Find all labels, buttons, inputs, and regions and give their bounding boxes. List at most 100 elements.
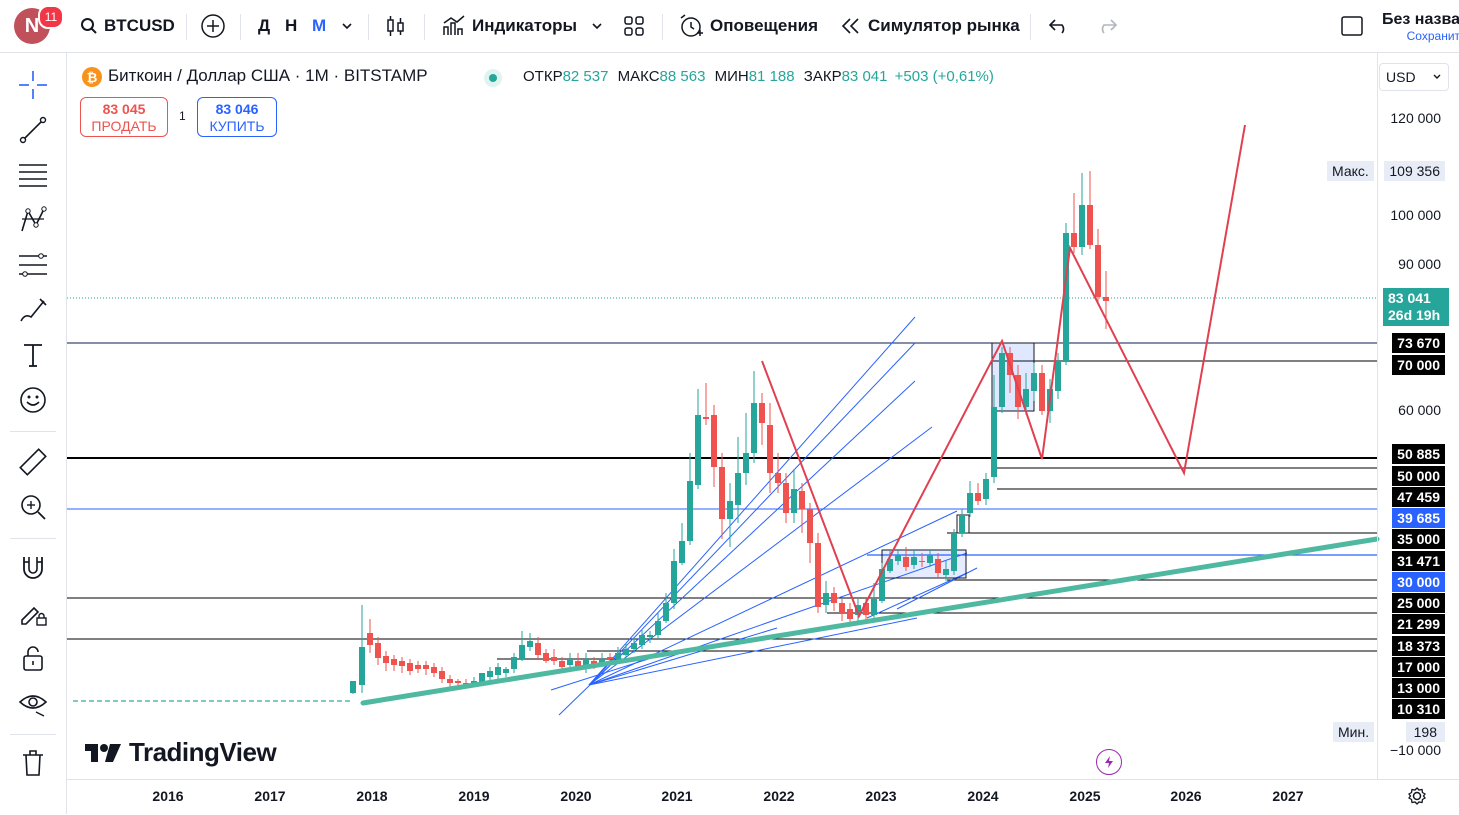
- layout-toggle[interactable]: [1340, 0, 1364, 52]
- brush-tool[interactable]: [16, 293, 50, 327]
- candle-body: [823, 593, 829, 605]
- replay-label: Симулятор рынка: [868, 16, 1020, 35]
- candle-body: [1055, 361, 1061, 391]
- candle-body: [1031, 373, 1037, 391]
- text-tool[interactable]: [16, 338, 50, 372]
- zoom-tool[interactable]: [16, 490, 50, 524]
- interval-dropdown[interactable]: [340, 0, 354, 52]
- lock-icon: [23, 646, 43, 671]
- level-badge: 13 000: [1392, 678, 1445, 698]
- notification-badge: 11: [38, 5, 64, 29]
- magnet-tool[interactable]: [16, 551, 50, 585]
- spread-value: 1: [179, 109, 186, 123]
- candle-body: [791, 489, 797, 513]
- candle-body: [839, 603, 845, 613]
- min-label: Мин.: [1333, 722, 1375, 742]
- redo-icon: [1101, 19, 1118, 34]
- redo-button[interactable]: [1096, 0, 1118, 52]
- min-value: 198: [1405, 722, 1445, 742]
- projection-tool[interactable]: [16, 248, 50, 282]
- time-tick: 2024: [967, 788, 999, 804]
- visibility-tool[interactable]: [16, 686, 50, 720]
- candle-body: [919, 561, 925, 562]
- interval-week[interactable]: Н: [285, 0, 297, 52]
- candle-body: [479, 673, 485, 683]
- sell-button[interactable]: 83 045 ПРОДАТЬ: [80, 97, 168, 137]
- candle-body: [751, 403, 757, 453]
- fan-line: [588, 426, 933, 686]
- ohlc-readout: ОТКР82 537 МАКС88 563 МИН81 188 ЗАКР83 0…: [523, 68, 994, 85]
- candle-body: [671, 561, 677, 603]
- level-badge: 50 000: [1392, 466, 1445, 486]
- undo-button[interactable]: [1048, 0, 1070, 52]
- crosshair-tool[interactable]: [16, 68, 50, 102]
- top-toolbar: N 11 BTCUSD Д Н М Индикаторы Оповещения …: [0, 0, 1459, 53]
- open-value: 82 537: [562, 68, 609, 85]
- candle-body: [607, 657, 613, 659]
- lock-tool[interactable]: [16, 641, 50, 675]
- candle-body: [679, 541, 685, 563]
- candle-body: [983, 479, 989, 499]
- candle-body: [775, 473, 781, 483]
- trendline-tool[interactable]: [16, 113, 50, 147]
- candle-body: [903, 557, 909, 567]
- alerts-button[interactable]: Оповещения: [678, 0, 818, 52]
- candle-body: [399, 661, 405, 666]
- candle-body: [375, 643, 381, 658]
- fan-line: [588, 316, 916, 686]
- candle-body: [350, 681, 356, 693]
- text-icon: [24, 344, 42, 367]
- candle-body: [695, 415, 701, 485]
- time-axis[interactable]: [67, 779, 1459, 815]
- emoji-tool[interactable]: [16, 383, 50, 417]
- candle-body: [575, 661, 581, 667]
- quick-action-button[interactable]: [1096, 749, 1122, 775]
- candle-body: [655, 621, 661, 635]
- compare-button[interactable]: [200, 0, 226, 52]
- candle-body: [455, 681, 461, 683]
- price-tick: 60 000: [1398, 402, 1441, 418]
- time-tick: 2018: [356, 788, 388, 804]
- candle-body: [863, 603, 869, 615]
- ruler-tool[interactable]: [16, 445, 50, 479]
- price-tick: −10 000: [1390, 742, 1441, 758]
- legend-title[interactable]: Биткоин / Доллар США · 1М · BITSTAMP: [108, 66, 428, 85]
- currency-selector[interactable]: USD: [1379, 63, 1449, 91]
- replay-button[interactable]: Симулятор рынка: [840, 0, 1020, 52]
- fan-line: [588, 552, 968, 686]
- chart-type-button[interactable]: [384, 0, 408, 52]
- market-status-dot[interactable]: [484, 69, 502, 87]
- candle-body: [887, 559, 893, 571]
- alerts-label: Оповещения: [710, 16, 818, 35]
- fib-tool[interactable]: [16, 158, 50, 192]
- candle-body: [1095, 245, 1101, 297]
- buy-button[interactable]: 83 046 КУПИТЬ: [197, 97, 277, 137]
- candle-body: [447, 679, 453, 683]
- price-chart[interactable]: [67, 53, 1459, 814]
- interval-day[interactable]: Д: [258, 0, 270, 52]
- time-tick: 2025: [1069, 788, 1101, 804]
- candle-body: [895, 555, 901, 561]
- search-icon: [81, 18, 97, 34]
- time-tick: 2020: [560, 788, 592, 804]
- indicators-dropdown[interactable]: [590, 0, 604, 52]
- price-axis[interactable]: [1377, 53, 1459, 779]
- tradingview-watermark[interactable]: TradingView: [83, 737, 277, 768]
- candle-body: [1071, 233, 1077, 247]
- level-badge: 47 459: [1392, 487, 1445, 507]
- candle-body: [615, 653, 621, 659]
- interval-month[interactable]: М: [312, 0, 326, 52]
- chart-settings-button[interactable]: [1407, 786, 1427, 811]
- max-label: Макс.: [1327, 161, 1374, 181]
- lock-drawing-tool[interactable]: [16, 596, 50, 630]
- remove-drawings-tool[interactable]: [16, 746, 50, 780]
- chart-pane[interactable]: ₿ Биткоин / Доллар США · 1М · BITSTAMP О…: [67, 53, 1459, 814]
- layout-name[interactable]: Без назва Сохранит: [1382, 11, 1459, 43]
- candle-body: [719, 467, 725, 519]
- candle-body: [943, 569, 949, 575]
- indicators-button[interactable]: Индикаторы: [442, 0, 577, 52]
- level-badge: 73 670: [1392, 333, 1445, 353]
- pattern-tool[interactable]: [16, 203, 50, 237]
- symbol-search[interactable]: BTCUSD: [80, 0, 175, 52]
- templates-button[interactable]: [622, 0, 646, 52]
